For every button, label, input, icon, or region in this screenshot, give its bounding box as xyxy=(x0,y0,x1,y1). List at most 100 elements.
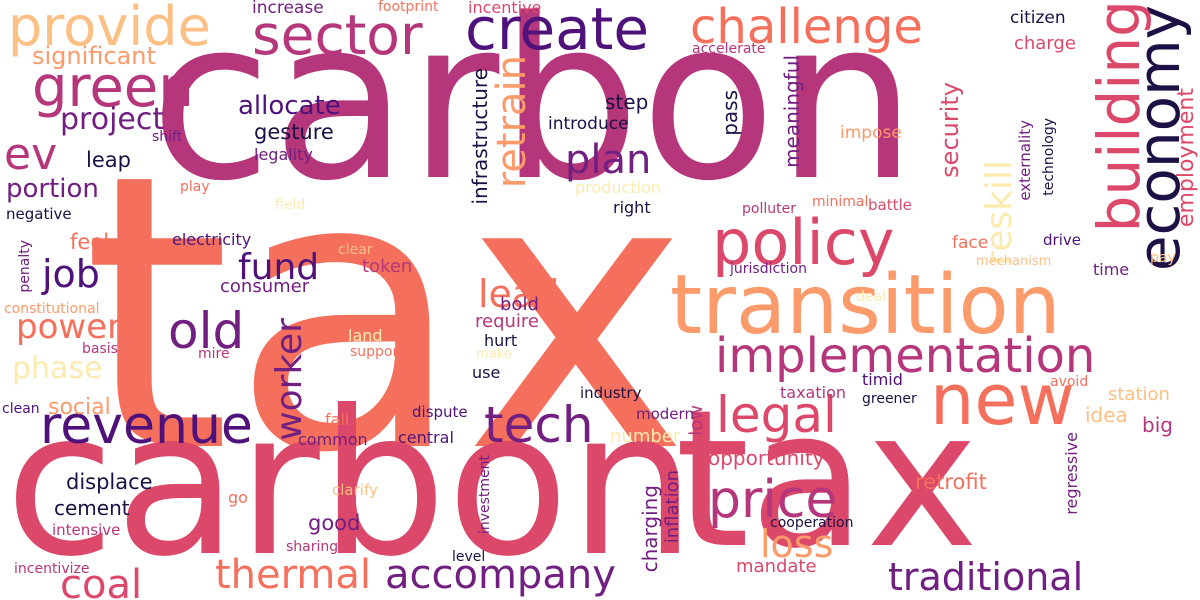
word-lead-26: lead xyxy=(478,272,560,316)
word-provide-11: provide xyxy=(8,0,211,58)
word-ev-35: ev xyxy=(4,129,58,180)
word-timid-105: timid xyxy=(862,370,903,389)
word-field-59: field xyxy=(275,197,306,213)
word-negative-58: negative xyxy=(6,205,72,223)
word-policy-6: policy xyxy=(712,206,895,279)
word-accelerate-50: accelerate xyxy=(692,41,766,57)
word-play-57: play xyxy=(180,179,210,195)
word-phase-33: phase xyxy=(12,351,103,386)
word-hurt-110: hurt xyxy=(484,331,518,350)
word-impose-47: impose xyxy=(840,123,902,143)
word-technology-49: technology xyxy=(1041,118,1057,196)
word-transition-4: transition xyxy=(670,258,1061,353)
word-penalty-71: penalty xyxy=(17,240,33,293)
word-bold-112: bold xyxy=(500,294,539,315)
word-charge-52: charge xyxy=(1014,33,1076,54)
word-intensive-83: intensive xyxy=(52,521,121,539)
word-fall-78: fall xyxy=(325,410,350,429)
word-minimal-62: minimal xyxy=(812,194,869,210)
word-idea-100: idea xyxy=(1085,403,1128,427)
word-polluter-64: polluter xyxy=(742,201,796,217)
word-token-70: token xyxy=(362,256,413,277)
word-carbon-0: carbon xyxy=(150,0,917,230)
word-step-43: step xyxy=(605,90,649,114)
word-tax-3: tax xyxy=(675,369,979,590)
word-gesture-38: gesture xyxy=(254,120,334,144)
word-legal-16: legal xyxy=(716,386,837,444)
word-green-12: green xyxy=(32,55,194,120)
word-footprint-54: footprint xyxy=(378,0,439,15)
word-cooperation-97: cooperation xyxy=(770,515,854,531)
word-project-34: project xyxy=(60,102,165,137)
word-charging-91: charging xyxy=(638,485,662,573)
word-basis-73: basis xyxy=(82,341,118,357)
word-industry-107: industry xyxy=(580,384,642,402)
word-retrofit-98: retrofit xyxy=(915,470,987,494)
word-inflation-92: inflation xyxy=(662,470,683,544)
word-old-19: old xyxy=(168,302,245,360)
word-deal-123: deal xyxy=(856,289,886,305)
word-drive-118: drive xyxy=(1043,231,1081,249)
word-displace-81: displace xyxy=(66,470,153,494)
word-meaningful-46: meaningful xyxy=(780,55,804,168)
word-allocate-37: allocate xyxy=(238,91,341,121)
word-consumer-69: consumer xyxy=(220,276,310,297)
word-traditional-23: traditional xyxy=(888,555,1084,599)
word-incentive-55: incentive xyxy=(468,0,542,17)
word-tax-1: tax xyxy=(82,93,689,536)
word-clean-75: clean xyxy=(2,401,40,417)
word-power-32: power xyxy=(16,307,122,347)
word-fund-28: fund xyxy=(238,247,320,288)
word-coal-20: coal xyxy=(60,562,143,600)
word-central-80: central xyxy=(398,428,454,447)
word-mire-74: mire xyxy=(198,346,230,362)
word-legality-65: legality xyxy=(254,145,313,164)
word-level-90: level xyxy=(452,549,486,565)
word-make-113: make xyxy=(476,347,512,362)
word-retrain-30: retrain xyxy=(489,55,535,189)
word-regressive-99: regressive xyxy=(1062,432,1081,515)
word-increase-53: increase xyxy=(252,0,324,18)
word-security-41: security xyxy=(936,82,964,178)
word-plan-25: plan xyxy=(565,137,652,183)
word-mechanism-121: mechanism xyxy=(976,254,1052,269)
word-accompany-22: accompany xyxy=(385,552,616,598)
word-tech-14: tech xyxy=(484,396,594,454)
word-loss-24: loss xyxy=(760,522,834,566)
word-production-60: production xyxy=(575,178,661,197)
word-investment-89: investment xyxy=(477,455,493,535)
word-infrastructure-66: infrastructure xyxy=(468,68,492,205)
word-clarify-86: clarify xyxy=(332,481,378,499)
word-face-117: face xyxy=(952,233,989,253)
word-implementation-7: implementation xyxy=(715,328,1096,384)
word-time-119: time xyxy=(1093,260,1130,279)
word-price-15: price xyxy=(708,470,838,530)
word-feel-67: feel xyxy=(70,230,110,254)
word-pay-120: pay xyxy=(1150,250,1176,266)
word-building-18: building xyxy=(1085,0,1153,233)
word-modern-108: modern xyxy=(636,405,694,423)
word-revenue-13: revenue xyxy=(40,396,253,456)
word-significant-36: significant xyxy=(32,42,156,70)
word-sector-10: sector xyxy=(252,3,423,67)
word-right-61: right xyxy=(613,198,651,217)
word-land-115: land xyxy=(348,326,383,345)
word-job-27: job xyxy=(42,252,100,296)
word-dispute-79: dispute xyxy=(412,403,468,421)
word-constitutional-72: constitutional xyxy=(4,301,100,317)
word-taxation-106: taxation xyxy=(780,383,846,402)
word-challenge-8: challenge xyxy=(690,0,923,55)
word-worker-29: worker xyxy=(269,318,310,441)
word-common-77: common xyxy=(298,430,368,449)
word-require-111: require xyxy=(475,311,539,332)
word-mandate-96: mandate xyxy=(736,556,817,577)
word-cement-82: cement xyxy=(54,496,130,520)
word-citizen-51: citizen xyxy=(1010,8,1066,28)
word-create-9: create xyxy=(465,0,650,63)
word-shift-56: shift xyxy=(152,129,183,145)
word-support-114: support xyxy=(350,344,404,360)
word-clear-116: clear xyxy=(338,242,373,258)
word-externality-48: externality xyxy=(1016,120,1034,201)
word-electricity-68: electricity xyxy=(172,230,252,249)
